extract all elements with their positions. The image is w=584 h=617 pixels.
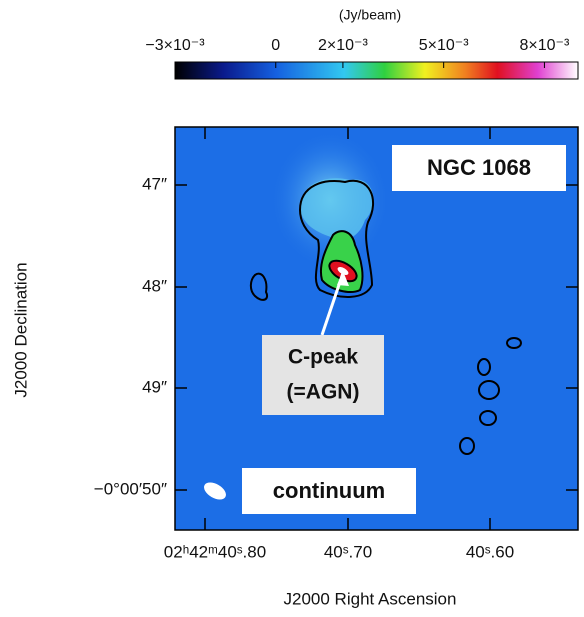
y-axis-label: J2000 Declination — [11, 262, 30, 397]
colorbar-tick-label: 2×10⁻³ — [318, 37, 368, 54]
x-tick-label: 40ˢ.60 — [466, 542, 514, 561]
y-tick-label: 49″ — [142, 377, 167, 396]
figure: (Jy/beam) −3×10⁻³ 0 2×10⁻³ 5×10⁻³ 8×10⁻³ NGC… — [0, 0, 584, 617]
colorbar — [175, 62, 578, 79]
x-tick-label: 40ˢ.70 — [324, 542, 372, 561]
panel-title: NGC 1068 — [427, 155, 531, 180]
colorbar-tick-label: −3×10⁻³ — [145, 37, 205, 54]
colorbar-tick-label: 8×10⁻³ — [520, 37, 570, 54]
colorbar-unit: (Jy/beam) — [339, 7, 401, 23]
annotation: C-peak — [288, 346, 358, 369]
colorbar-tick-label: 5×10⁻³ — [419, 37, 469, 54]
x-axis-label: J2000 Right Ascension — [284, 589, 457, 608]
x-tick-label: 02ʰ42ᵐ40ˢ.80 — [164, 542, 266, 561]
y-tick-label: 47″ — [142, 174, 167, 193]
colorbar-tick-label: 0 — [271, 37, 280, 54]
annotation: (=AGN) — [287, 381, 360, 404]
legend-label: continuum — [273, 478, 385, 503]
y-tick-label: −0°00′50″ — [94, 479, 167, 498]
y-tick-label: 48″ — [142, 276, 167, 295]
